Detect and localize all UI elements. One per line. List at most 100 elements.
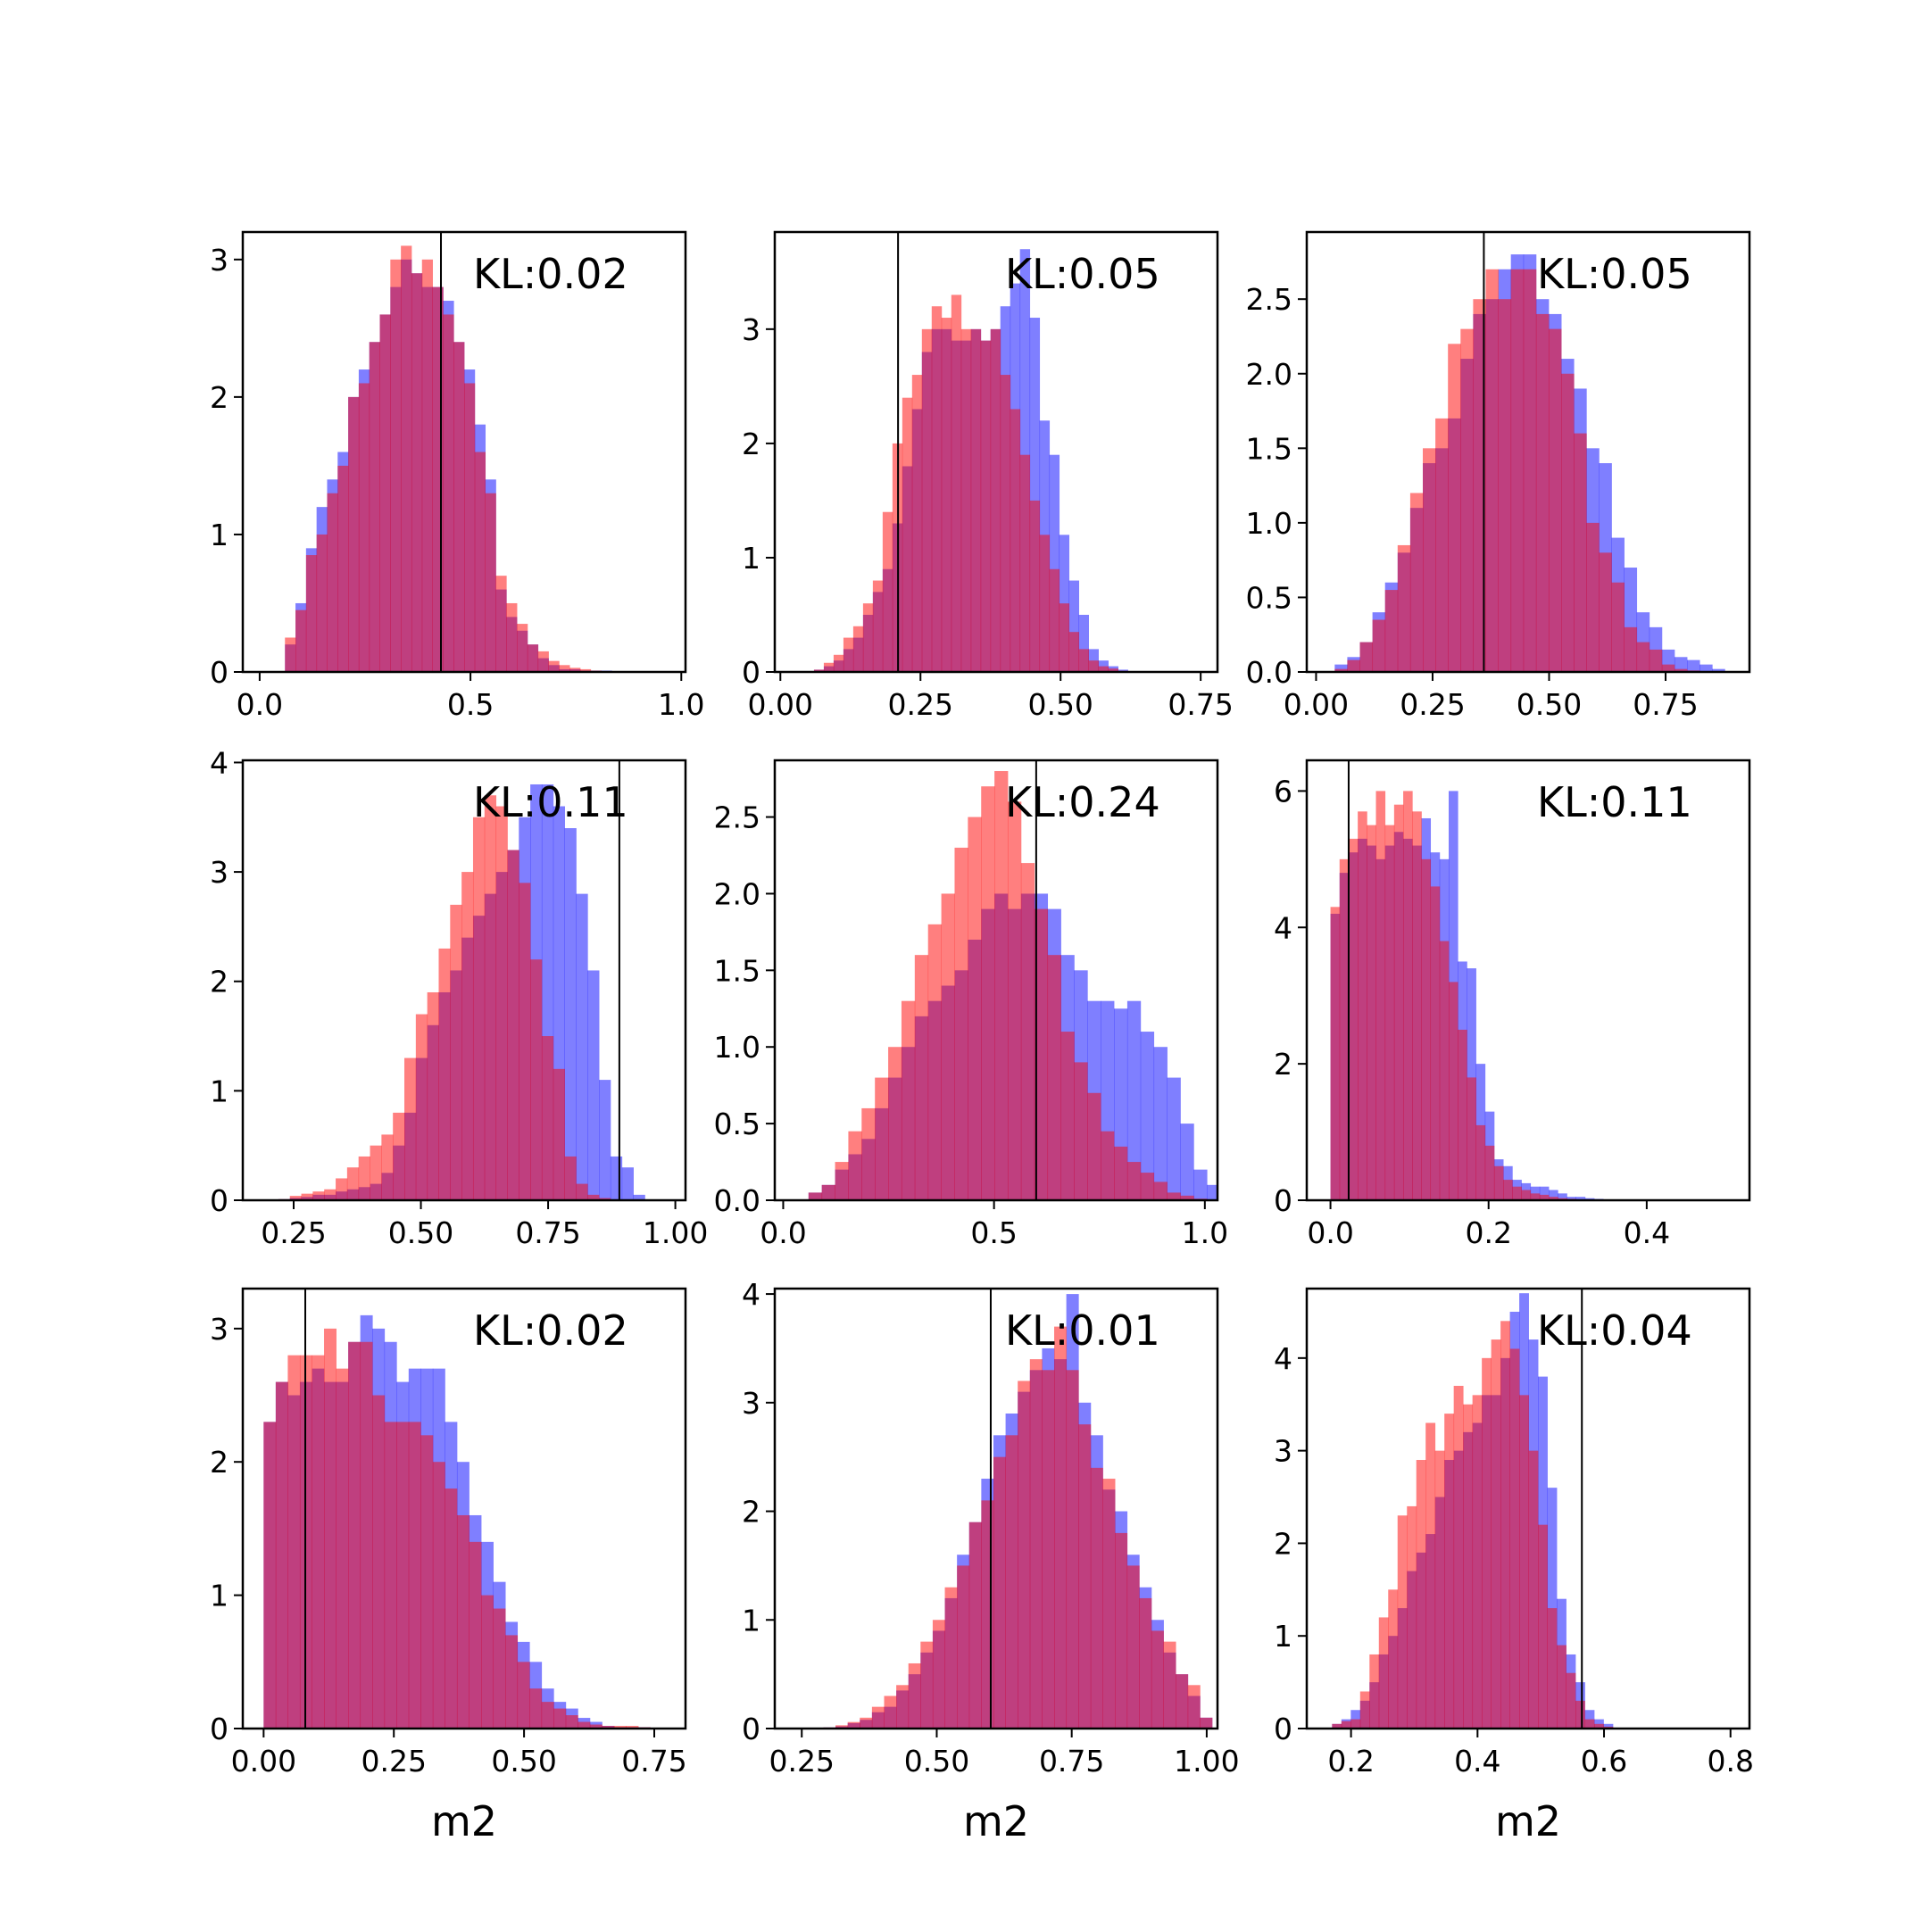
red-bar — [472, 817, 486, 1200]
y-tick-label: 1 — [742, 541, 760, 576]
red-bar — [507, 850, 519, 1200]
red-bar — [1054, 1326, 1068, 1729]
histogram-panel-1: 0.0 0.5 1.0 0 1 2 3 KL:0.02 — [210, 230, 705, 722]
red-bar — [862, 603, 874, 672]
blue-bar — [1098, 660, 1109, 672]
red-bar — [1421, 858, 1432, 1200]
red-bar — [379, 314, 391, 672]
y-tick-label: 2.0 — [1246, 357, 1292, 392]
red-bar — [358, 1156, 370, 1200]
y-tick-label: 1 — [1274, 1619, 1292, 1654]
red-bar — [1332, 1723, 1342, 1729]
red-bar — [564, 1156, 577, 1200]
blue-bar — [1566, 1197, 1576, 1200]
x-tick-label: 0.4 — [1454, 1744, 1500, 1779]
red-bar — [505, 1635, 519, 1729]
red-bar — [1475, 1124, 1486, 1200]
y-tick-label: 2 — [1274, 1526, 1292, 1561]
red-bar — [1423, 448, 1436, 672]
red-bar — [578, 1721, 591, 1729]
histogram-panel-6: 0.0 0.2 0.4 0 2 4 6 KL:0.11 — [1274, 759, 1751, 1250]
red-bar — [1108, 668, 1118, 672]
red-bar — [481, 1595, 494, 1729]
red-bar — [1624, 626, 1638, 672]
red-bar — [1547, 1608, 1558, 1729]
y-tick-label: 1 — [210, 1074, 229, 1108]
red-bar — [1029, 1359, 1043, 1729]
red-bar — [336, 1178, 348, 1200]
x-tick-label: 0.25 — [1400, 687, 1465, 722]
red-bar — [1549, 1197, 1558, 1200]
red-bar — [484, 795, 497, 1200]
panel-frame — [1305, 230, 1751, 674]
y-tick-label: 2.5 — [1246, 282, 1292, 317]
blue-bar — [1180, 1124, 1194, 1200]
blue-bar — [1603, 1723, 1614, 1729]
red-bar — [1140, 1173, 1155, 1200]
red-bar — [530, 959, 543, 1200]
red-bar — [1435, 418, 1449, 672]
red-bar — [931, 306, 943, 672]
red-bar — [1493, 1165, 1504, 1200]
x-tick-label: 0.0 — [760, 1215, 806, 1250]
red-bar — [1430, 886, 1441, 1200]
red-bar — [951, 294, 962, 672]
red-bar — [860, 1717, 873, 1729]
red-bar — [1372, 619, 1386, 672]
red-bar — [1078, 649, 1089, 672]
red-bar — [1102, 1479, 1116, 1729]
red-bar — [275, 1381, 288, 1729]
red-bar — [519, 883, 531, 1200]
blue-bar — [1167, 1077, 1181, 1200]
red-bar — [1005, 1435, 1018, 1729]
panel-frame — [241, 1287, 687, 1730]
kl-annotation: KL:0.11 — [1537, 778, 1692, 826]
red-bar — [813, 669, 825, 672]
red-bar — [1088, 660, 1099, 672]
x-tick-label: 0.75 — [515, 1215, 580, 1250]
red-bar — [1661, 664, 1675, 672]
blue-bar — [633, 1194, 645, 1200]
x-tick-label: 0.00 — [1284, 687, 1349, 722]
x-tick-label: 0.0 — [1307, 1215, 1353, 1250]
blue-bar — [1078, 614, 1089, 672]
red-bar — [1330, 907, 1341, 1200]
red-bar — [1586, 522, 1600, 672]
red-bar — [1359, 642, 1374, 672]
blue-bar — [1068, 580, 1080, 672]
histogram-bars — [1334, 254, 1725, 672]
blue-bar — [587, 970, 600, 1200]
y-tick-label: 2 — [210, 965, 229, 999]
x-axis-label: m2 — [963, 1797, 1029, 1845]
red-bar — [1019, 454, 1031, 672]
histogram-bars — [813, 249, 1128, 672]
histogram-bars — [1332, 1293, 1614, 1729]
red-bar — [1460, 328, 1474, 672]
red-bar — [587, 1194, 600, 1200]
red-bar — [493, 1608, 506, 1729]
red-bar — [901, 1000, 916, 1200]
red-bar — [1458, 1029, 1467, 1200]
x-tick-label: 1.00 — [643, 1215, 708, 1250]
red-bar — [1090, 1467, 1103, 1729]
red-bar — [537, 651, 549, 672]
red-bar — [1467, 1077, 1476, 1200]
x-tick-label: 1.0 — [1182, 1215, 1228, 1250]
red-bar — [1403, 791, 1413, 1200]
red-bar — [1484, 1145, 1495, 1200]
y-tick-label: 1.5 — [1246, 431, 1292, 466]
x-tick-label: 0.75 — [621, 1744, 686, 1779]
red-bar — [1557, 1645, 1566, 1729]
y-tick-label: 1 — [210, 518, 229, 552]
y-tick-label: 0 — [1274, 1712, 1292, 1746]
red-bar — [1359, 1691, 1370, 1729]
kl-annotation: KL:0.24 — [1005, 778, 1160, 826]
blue-bar — [576, 893, 588, 1200]
x-axis-label: m2 — [431, 1797, 497, 1845]
y-tick-label: 0.5 — [714, 1107, 760, 1141]
red-bar — [517, 1662, 530, 1729]
red-bar — [902, 397, 913, 672]
red-bar — [576, 1183, 588, 1200]
red-bar — [835, 1725, 849, 1729]
